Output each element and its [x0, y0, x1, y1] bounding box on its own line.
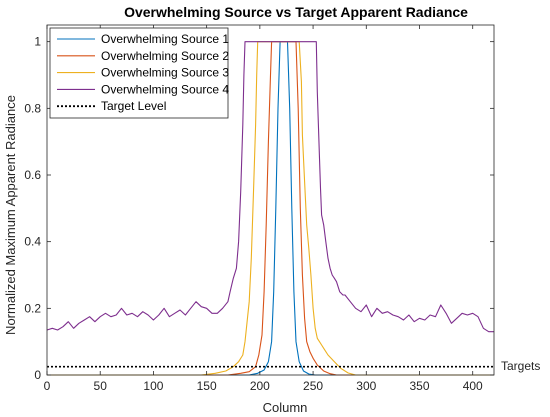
y-tick-label: 0.8 — [24, 101, 41, 115]
x-tick-label: 0 — [44, 379, 51, 393]
plot-frame — [46, 24, 495, 376]
y-tick-label: 0 — [34, 368, 41, 382]
legend-label: Target Level — [101, 99, 166, 113]
y-tick-label: 0.2 — [24, 301, 41, 315]
targets-annotation: Targets — [501, 359, 540, 373]
x-tick-label: 250 — [303, 379, 323, 393]
x-tick-label: 350 — [409, 379, 429, 393]
x-tick-label: 200 — [250, 379, 270, 393]
legend-label: Overwhelming Source 1 — [101, 32, 229, 46]
y-tick-label: 0.6 — [24, 168, 41, 182]
y-axis-ticks: 0 0.2 0.4 0.6 0.8 1 — [24, 35, 494, 382]
x-axis-ticks: 0 50 100 150 200 250 300 350 400 — [44, 25, 483, 393]
chart-title: Overwhelming Source vs Target Apparent R… — [124, 4, 468, 20]
series-layer — [46, 41, 494, 376]
legend-label: Overwhelming Source 4 — [101, 82, 229, 96]
x-tick-label: 50 — [94, 379, 108, 393]
legend: Overwhelming Source 1 Overwhelming Source… — [49, 27, 229, 119]
x-axis-label: Column — [263, 400, 308, 415]
y-tick-label: 0.4 — [24, 235, 41, 249]
x-tick-label: 150 — [197, 379, 217, 393]
series-line-3 — [47, 41, 494, 376]
series-line-4 — [46, 41, 494, 333]
x-tick-label: 300 — [356, 379, 376, 393]
x-tick-label: 100 — [143, 379, 163, 393]
x-tick-label: 400 — [463, 379, 483, 393]
y-tick-label: 1 — [34, 35, 41, 49]
legend-label: Overwhelming Source 2 — [101, 49, 229, 63]
legend-label: Overwhelming Source 3 — [101, 66, 229, 80]
y-axis-label: Normalized Maximum Apparent Radiance — [3, 95, 18, 335]
